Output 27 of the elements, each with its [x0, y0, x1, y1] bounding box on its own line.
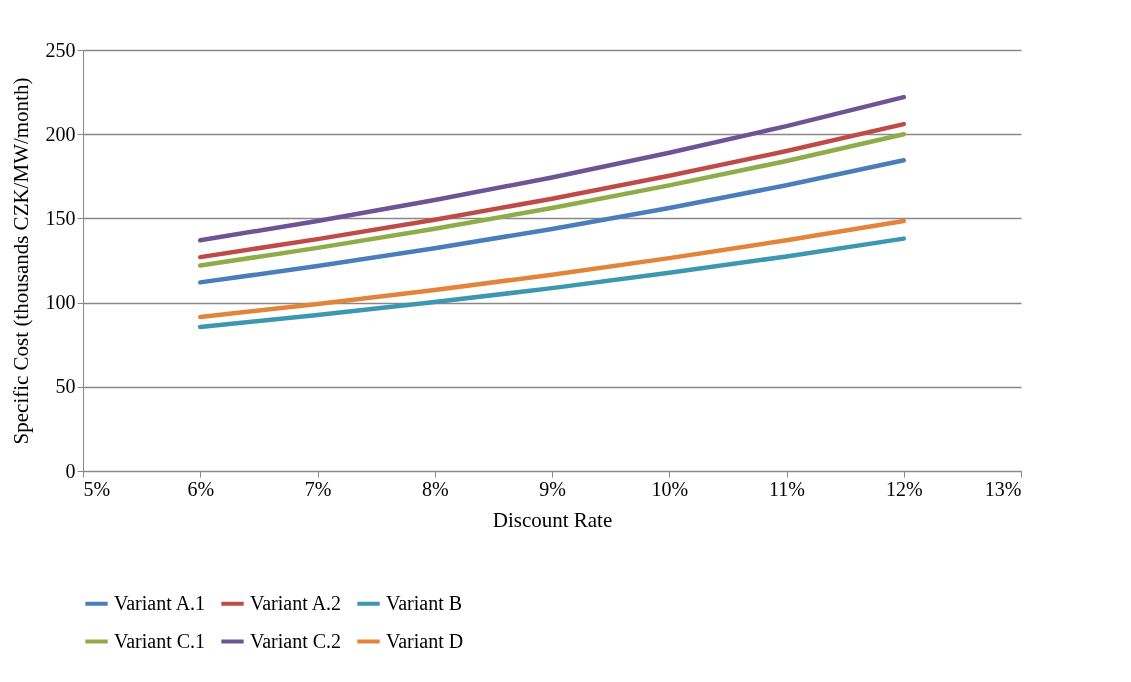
- y-tick-label: 100: [45, 291, 76, 314]
- legend-label: Variant B: [386, 591, 463, 614]
- x-tick-label: 12%: [885, 477, 923, 500]
- legend-label: Variant D: [386, 629, 464, 652]
- y-tick-label: 200: [45, 122, 76, 145]
- y-tick-label: 150: [45, 206, 76, 229]
- x-tick-label: 10%: [651, 477, 689, 500]
- y-tick-label: 0: [65, 459, 76, 482]
- legend-label: Variant C.1: [114, 629, 206, 652]
- legend-label: Variant A.2: [250, 591, 342, 614]
- x-tick-label: 9%: [539, 477, 566, 500]
- x-tick-label: 6%: [187, 477, 215, 500]
- legend-label: Variant C.2: [250, 629, 342, 652]
- line-series: [198, 218, 906, 320]
- y-tick-label: 50: [55, 375, 76, 398]
- x-tick-label: 5%: [83, 477, 111, 500]
- x-tick-label: 11%: [769, 477, 805, 500]
- x-tick-label: 7%: [304, 477, 332, 500]
- legend-label: Variant A.1: [114, 591, 206, 614]
- line-series: [198, 158, 906, 285]
- y-axis-title: Specific Cost (thousands CZK/MW/month): [8, 77, 33, 445]
- y-tick-label: 250: [45, 38, 76, 61]
- x-tick-label: 8%: [421, 477, 449, 500]
- line-series: [198, 236, 906, 330]
- line-series: [198, 94, 906, 243]
- x-tick-label: 13%: [984, 477, 1022, 500]
- x-axis-title: Discount Rate: [492, 507, 613, 532]
